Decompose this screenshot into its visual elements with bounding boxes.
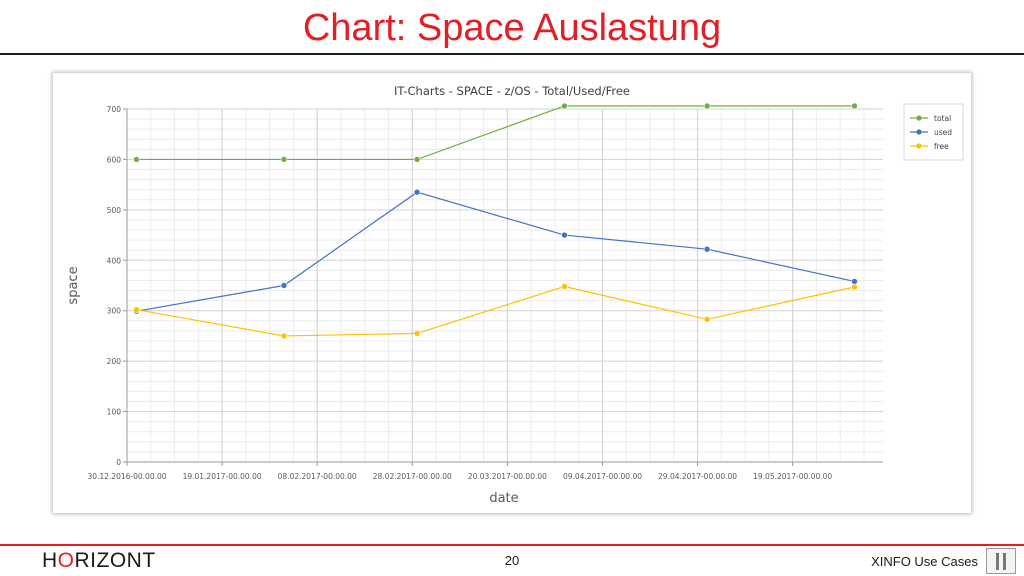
chart-legend: total used free — [903, 103, 964, 161]
data-point-free — [280, 332, 288, 340]
x-axis-label: date — [489, 491, 518, 506]
x-tick-label: 30.12.2016-00.00.00 — [87, 472, 166, 481]
chart-title: IT-Charts - SPACE - z/OS - Total/Used/Fr… — [394, 84, 630, 98]
data-point-free — [413, 330, 421, 337]
chart-panel: 0 100 200 300 400 500 600 700 30.12.2016-00.00.0… — [53, 73, 971, 513]
x-tick-label: 28.02.2017-00.00.00 — [373, 472, 452, 481]
data-point-total — [280, 156, 288, 163]
minor-gridlines — [126, 109, 883, 462]
series-line-used — [136, 191, 855, 312]
y-tick-label: 700 — [107, 105, 122, 114]
legend-marker-total — [916, 115, 922, 121]
y-tick-label: 200 — [107, 357, 122, 366]
x-tick-label: 19.01.2017-00.00.00 — [183, 472, 262, 481]
y-axis-label: space — [66, 266, 81, 304]
legend-marker-used — [916, 129, 922, 135]
major-gridlines — [126, 108, 883, 463]
data-point-total — [703, 102, 711, 110]
legend-label-used: used — [934, 128, 952, 137]
y-tick-label: 100 — [107, 408, 122, 417]
x-tick-label: 19.05.2017-00.00.00 — [753, 472, 832, 481]
series-line-total — [136, 105, 855, 161]
y-tick-label: 0 — [116, 458, 121, 467]
legend-label-free: free — [934, 142, 949, 151]
x-tick-label: 09.04.2017-00.00.00 — [563, 472, 642, 481]
data-point-used — [280, 282, 288, 289]
chart-axes — [123, 108, 883, 466]
data-point-total — [133, 156, 140, 163]
legend-marker-free — [916, 143, 922, 149]
data-point-free — [133, 306, 140, 314]
data-point-used — [703, 245, 711, 253]
x-tick-label: 20.03.2017-00.00.00 — [468, 472, 547, 481]
data-point-used — [561, 231, 568, 239]
logo-text-end: RIZONT — [74, 549, 156, 572]
y-tick-label: 300 — [107, 307, 122, 316]
data-point-total — [561, 102, 568, 110]
title-divider — [0, 53, 1024, 55]
slide-navigation-button[interactable] — [986, 548, 1016, 574]
horizont-logo: HORIZONT — [42, 549, 156, 573]
data-point-free — [561, 283, 568, 290]
line-chart: 0 100 200 300 400 500 600 700 30.12.2016-00.00.0… — [66, 84, 964, 506]
data-point-used — [851, 278, 858, 285]
x-tick-label: 08.02.2017-00.00.00 — [278, 472, 357, 481]
logo-text-accent: O — [57, 549, 75, 572]
legend-label-total: total — [934, 114, 951, 123]
data-point-free — [703, 315, 711, 323]
data-point-total — [851, 102, 858, 110]
x-tick-label: 29.04.2017-00.00.00 — [658, 472, 737, 481]
logo-text-start: H — [42, 549, 58, 572]
footer-divider — [0, 544, 1024, 546]
data-point-used — [413, 188, 421, 196]
data-point-free — [851, 283, 858, 291]
tick-labels: 0 100 200 300 400 500 600 700 30.12.2016-00.00.0… — [87, 105, 832, 481]
page-number: 20 — [504, 553, 520, 568]
y-tick-label: 400 — [107, 256, 122, 265]
footer-label: XINFO Use Cases — [871, 554, 978, 569]
series-layer — [133, 102, 858, 340]
pause-icon — [996, 553, 999, 570]
y-tick-label: 500 — [107, 206, 122, 215]
data-point-total — [413, 156, 421, 163]
pause-icon-bar — [1003, 553, 1006, 570]
y-tick-label: 600 — [107, 155, 122, 164]
series-line-free — [136, 285, 855, 337]
slide-title: Chart: Space Auslastung — [302, 7, 722, 49]
